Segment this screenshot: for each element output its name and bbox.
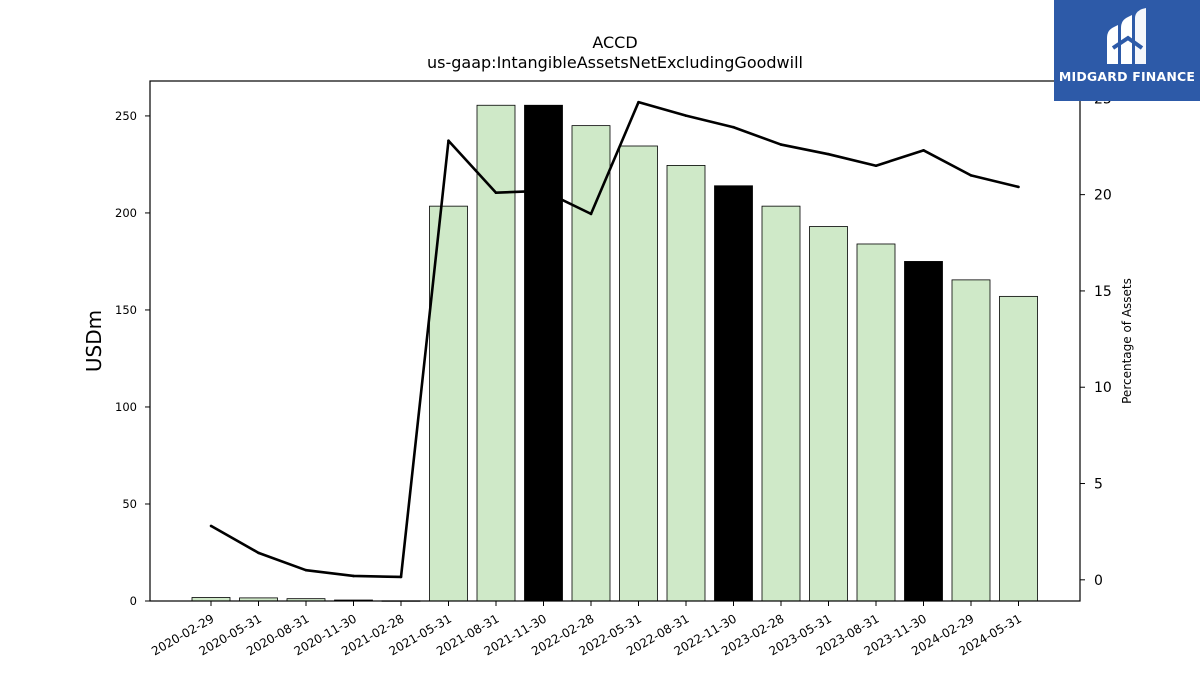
- bar-2023-11-30: [904, 261, 943, 602]
- bar-2022-05-31: [619, 145, 658, 602]
- line-point-2022-02-28: [589, 212, 593, 216]
- line-point-2023-08-31: [874, 164, 878, 168]
- line-point-2020-11-30: [352, 574, 355, 578]
- bar-2021-08-31: [476, 104, 516, 602]
- line-point-2023-05-31: [827, 152, 830, 156]
- y2-axis-label: Percentage of Assets: [1120, 278, 1134, 404]
- bar-2024-05-31: [999, 295, 1038, 602]
- line-point-2022-05-31: [637, 100, 640, 104]
- line-point-2021-02-28: [399, 575, 403, 579]
- y-tick-label: 150: [115, 303, 137, 317]
- bar-2023-08-31: [856, 243, 896, 602]
- bar-2022-08-31: [666, 165, 706, 602]
- line-point-2023-11-30: [922, 149, 925, 152]
- bar-2023-02-28: [761, 205, 801, 602]
- brand-name: MIDGARD FINANCE: [1058, 69, 1196, 84]
- line-point-2022-11-30: [732, 125, 735, 129]
- line-point-2020-05-31: [257, 551, 260, 555]
- line-point-2020-02-29: [209, 524, 213, 528]
- y-tick-label: 100: [115, 400, 137, 414]
- percentage-line: [210, 100, 1019, 579]
- y-axis-right: 0510152025: [1080, 91, 1112, 589]
- bar-2022-02-28: [571, 125, 611, 602]
- line-point-2024-02-29: [969, 174, 973, 177]
- line-point-2021-05-31: [447, 139, 450, 143]
- chart-title: ACCD: [592, 33, 637, 52]
- y2-tick-label: 20: [1094, 188, 1112, 204]
- y-axis-label: USDm: [82, 310, 106, 372]
- y2-tick-label: 10: [1094, 380, 1112, 396]
- line-point-2021-08-31: [494, 191, 498, 195]
- line-point-2022-08-31: [684, 114, 688, 117]
- brand-logo: MIDGARD FINANCE: [1054, 0, 1200, 101]
- plot-frame: [149, 80, 1081, 602]
- line-point-2024-05-31: [1017, 185, 1020, 189]
- chart-subtitle: us-gaap:IntangibleAssetsNetExcludingGood…: [427, 53, 803, 72]
- bar-2024-02-29: [951, 279, 991, 602]
- y-tick-label: 0: [130, 594, 137, 608]
- bar-group: [191, 104, 1038, 602]
- line-point-2023-02-28: [779, 143, 783, 146]
- y-tick-label: 50: [122, 497, 137, 511]
- y-tick-label: 200: [115, 206, 137, 220]
- bar-2022-11-30: [714, 185, 753, 602]
- x-axis: 2020-02-292020-05-312020-08-312020-11-30…: [149, 601, 1024, 658]
- y2-tick-label: 0: [1094, 573, 1103, 589]
- line-point-2021-11-30: [542, 189, 545, 193]
- y2-tick-label: 5: [1094, 477, 1103, 493]
- bar-2021-11-30: [524, 104, 563, 602]
- bar-2023-05-31: [809, 226, 848, 602]
- line-series-group: [209, 100, 1020, 579]
- y2-tick-label: 15: [1094, 284, 1112, 300]
- midgard-logo-icon: [1107, 8, 1146, 64]
- y-tick-label: 250: [115, 109, 137, 123]
- y-axis-left: 0 50 100 150 200 250: [115, 109, 150, 608]
- line-point-2020-08-31: [304, 568, 308, 572]
